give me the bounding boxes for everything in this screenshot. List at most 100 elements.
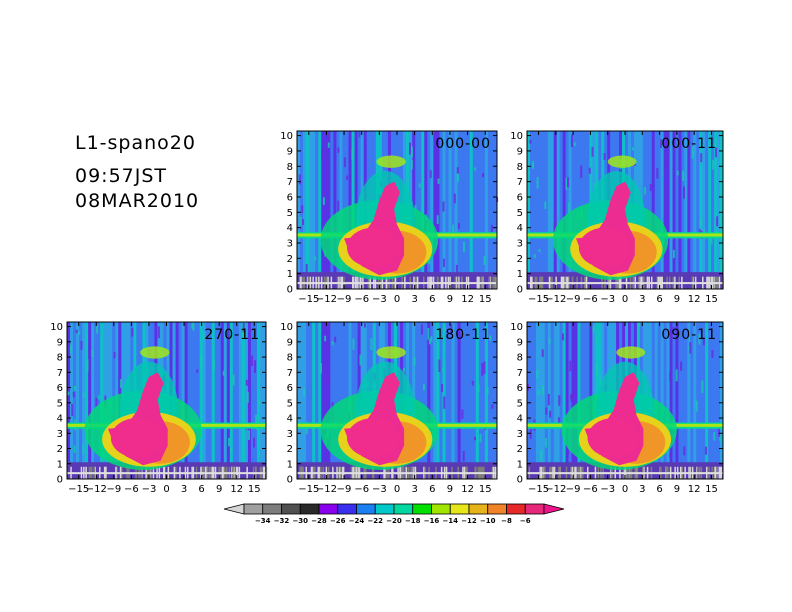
x-tick-label: 3: [411, 294, 417, 305]
x-tick-label: −15: [528, 484, 549, 495]
y-tick-label: 2: [287, 254, 293, 265]
y-tick-label: 0: [517, 285, 523, 296]
y-tick-label: 9: [287, 146, 293, 157]
panel-ground-clutter: [297, 272, 498, 289]
colorbar-label: −28: [311, 517, 327, 525]
panel-upper-plume: [607, 155, 637, 168]
x-tick-label: 6: [656, 484, 662, 495]
x-tick-label: −3: [600, 484, 615, 495]
x-tick-label: −6: [354, 484, 369, 495]
x-tick-label: 0: [394, 294, 400, 305]
y-tick-label: 4: [517, 223, 523, 234]
y-tick-label: 1: [287, 269, 293, 280]
panel-echo-core: [584, 372, 644, 466]
y-tick-label: 1: [287, 459, 293, 470]
x-tick-label: −9: [566, 294, 581, 305]
x-tick-label: 6: [656, 294, 662, 305]
colorbar-swatch: [299, 503, 320, 515]
x-tick-label: 6: [429, 294, 435, 305]
x-tick-label: 15: [479, 294, 492, 305]
y-tick-label: 6: [517, 383, 523, 394]
colorbar-label: −34: [255, 517, 271, 525]
x-tick-label: −6: [124, 484, 139, 495]
y-tick-label: 2: [287, 444, 293, 455]
y-tick-label: 4: [517, 414, 523, 425]
y-tick-label: 10: [280, 131, 293, 142]
x-tick-label: −15: [298, 294, 319, 305]
colorbar-swatch: [318, 503, 339, 515]
panel-ground-clutter: [67, 462, 268, 479]
colorbar-label: −20: [386, 517, 402, 525]
x-tick-label: 3: [181, 484, 187, 495]
x-tick-label: −6: [583, 484, 598, 495]
colorbar-swatch: [243, 503, 264, 515]
colorbar: −34 −32 −30 −28 −26 −24 −22 −20 −18 −16 −14 −12 −10−…: [223, 503, 565, 525]
x-tick-label: 3: [411, 484, 417, 495]
colorbar-under-arrow: [223, 503, 245, 515]
y-tick-label: 3: [287, 429, 293, 440]
x-tick-label: −12: [316, 484, 337, 495]
x-tick-label: 9: [447, 484, 453, 495]
panel-ground-clutter: [527, 462, 723, 479]
y-tick-label: 4: [287, 223, 293, 234]
y-tick-label: 0: [287, 475, 293, 486]
y-tick-label: 7: [287, 368, 293, 379]
colorbar-label: −24: [349, 517, 365, 525]
y-tick-label: 5: [517, 398, 523, 409]
x-tick-label: 15: [705, 294, 718, 305]
y-tick-label: 10: [510, 131, 523, 142]
y-tick-label: 3: [517, 429, 523, 440]
y-tick-label: 7: [517, 177, 523, 188]
colorbar-swatch: [262, 503, 282, 515]
panel-label: 090-11: [661, 327, 717, 343]
x-tick-label: 0: [394, 484, 400, 495]
colorbar-swatch: [524, 503, 545, 515]
x-tick-label: 12: [461, 294, 474, 305]
y-tick-label: 9: [517, 146, 523, 157]
y-tick-label: 6: [57, 383, 63, 394]
colorbar-swatch: [337, 503, 357, 515]
y-tick-label: 7: [57, 368, 63, 379]
panel-label: 000-00: [435, 136, 491, 152]
figure-time: 09:57JST: [75, 165, 168, 187]
y-tick-label: 7: [287, 177, 293, 188]
colorbar-swatch: [487, 503, 507, 515]
colorbar-label: −10: [480, 517, 496, 525]
y-tick-label: 6: [517, 192, 523, 203]
colorbar-over-arrow: [543, 503, 565, 515]
figure-date: 08MAR2010: [75, 190, 200, 212]
x-tick-label: 9: [216, 484, 222, 495]
colorbar-swatch: [281, 503, 301, 515]
x-tick-label: 15: [705, 484, 718, 495]
y-tick-label: 10: [50, 322, 63, 333]
y-tick-label: 5: [57, 398, 63, 409]
x-tick-label: −9: [566, 484, 581, 495]
colorbar-label: −22: [367, 517, 383, 525]
colorbar-label: −6: [520, 517, 531, 525]
colorbar-swatch: [468, 503, 489, 515]
x-tick-label: −15: [68, 484, 89, 495]
x-tick-label: 15: [479, 484, 492, 495]
x-tick-label: 12: [688, 294, 701, 305]
y-tick-label: 9: [57, 337, 63, 348]
y-tick-label: 8: [517, 353, 523, 364]
x-tick-label: −9: [337, 484, 352, 495]
y-tick-label: 9: [287, 337, 293, 348]
y-tick-label: 8: [287, 353, 293, 364]
panel-upper-plume: [376, 346, 406, 359]
x-tick-label: 12: [230, 484, 243, 495]
colorbar-swatch: [374, 503, 395, 515]
colorbar-swatch: [449, 503, 470, 515]
x-tick-label: 15: [248, 484, 261, 495]
y-tick-label: 9: [517, 337, 523, 348]
x-tick-label: −12: [545, 294, 566, 305]
y-tick-label: 6: [287, 192, 293, 203]
x-tick-label: −3: [600, 294, 615, 305]
y-tick-label: 5: [517, 208, 523, 219]
x-tick-label: −12: [316, 294, 337, 305]
